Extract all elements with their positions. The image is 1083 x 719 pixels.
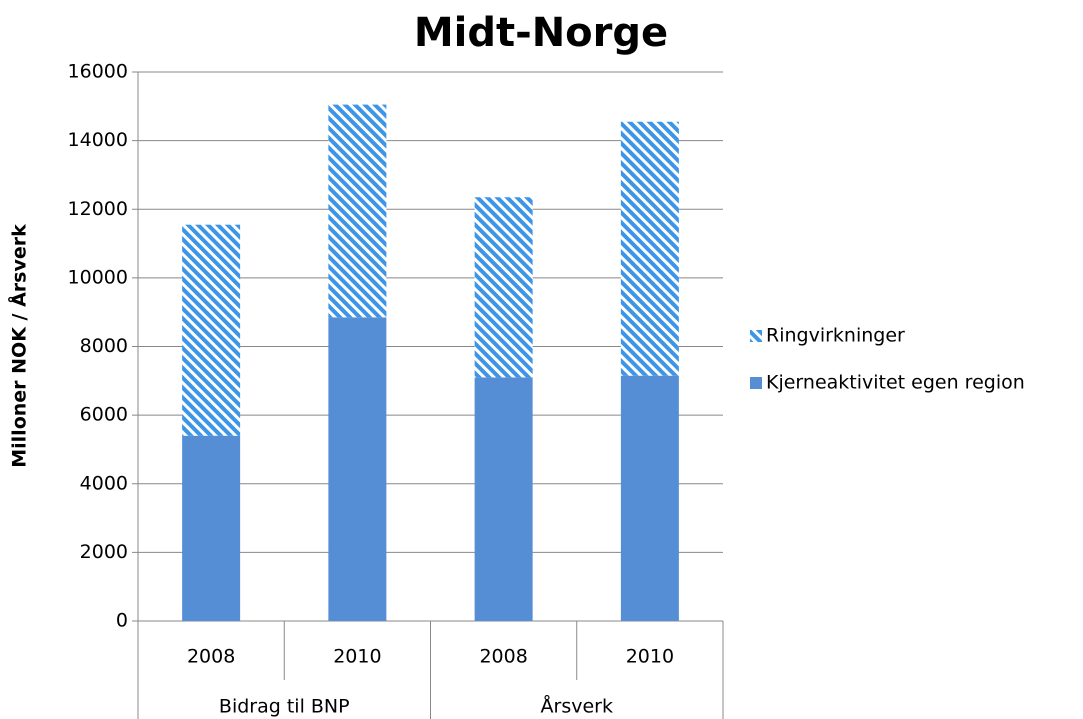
y-tick-label: 14000: [68, 129, 128, 151]
bar-segment: [182, 435, 241, 621]
y-axis-title: Milloner NOK / Årsverk: [7, 224, 31, 468]
y-tick-label: 6000: [80, 404, 128, 426]
legend-swatch: [750, 330, 762, 342]
legend-label: Kjerneaktivitet egen region: [766, 372, 1025, 394]
bar-segment: [474, 377, 533, 621]
group-label: Bidrag til BNP: [219, 696, 350, 718]
y-tick-label: 10000: [68, 266, 128, 288]
group-label: Årsverk: [541, 695, 613, 718]
y-tick-label: 8000: [80, 335, 128, 357]
y-tick-label: 0: [116, 610, 128, 632]
bar-segment: [474, 197, 533, 378]
bar-segment: [328, 104, 387, 318]
bar-segment: [182, 224, 241, 436]
legend-label: Ringvirkninger: [766, 325, 905, 347]
y-tick-label: 12000: [68, 198, 128, 220]
x-tick-label: 2010: [626, 646, 674, 668]
bar-segment: [620, 121, 679, 376]
bar-segment: [328, 317, 387, 621]
bar-segment: [620, 375, 679, 621]
y-tick-label: 16000: [68, 61, 128, 83]
y-tick-label: 4000: [80, 472, 128, 494]
x-tick-label: 2008: [187, 646, 235, 668]
x-tick-label: 2010: [333, 646, 381, 668]
chart-title: Midt-Norge: [414, 10, 668, 56]
x-tick-label: 2008: [479, 646, 527, 668]
legend-swatch: [750, 377, 762, 389]
y-tick-label: 2000: [80, 541, 128, 563]
